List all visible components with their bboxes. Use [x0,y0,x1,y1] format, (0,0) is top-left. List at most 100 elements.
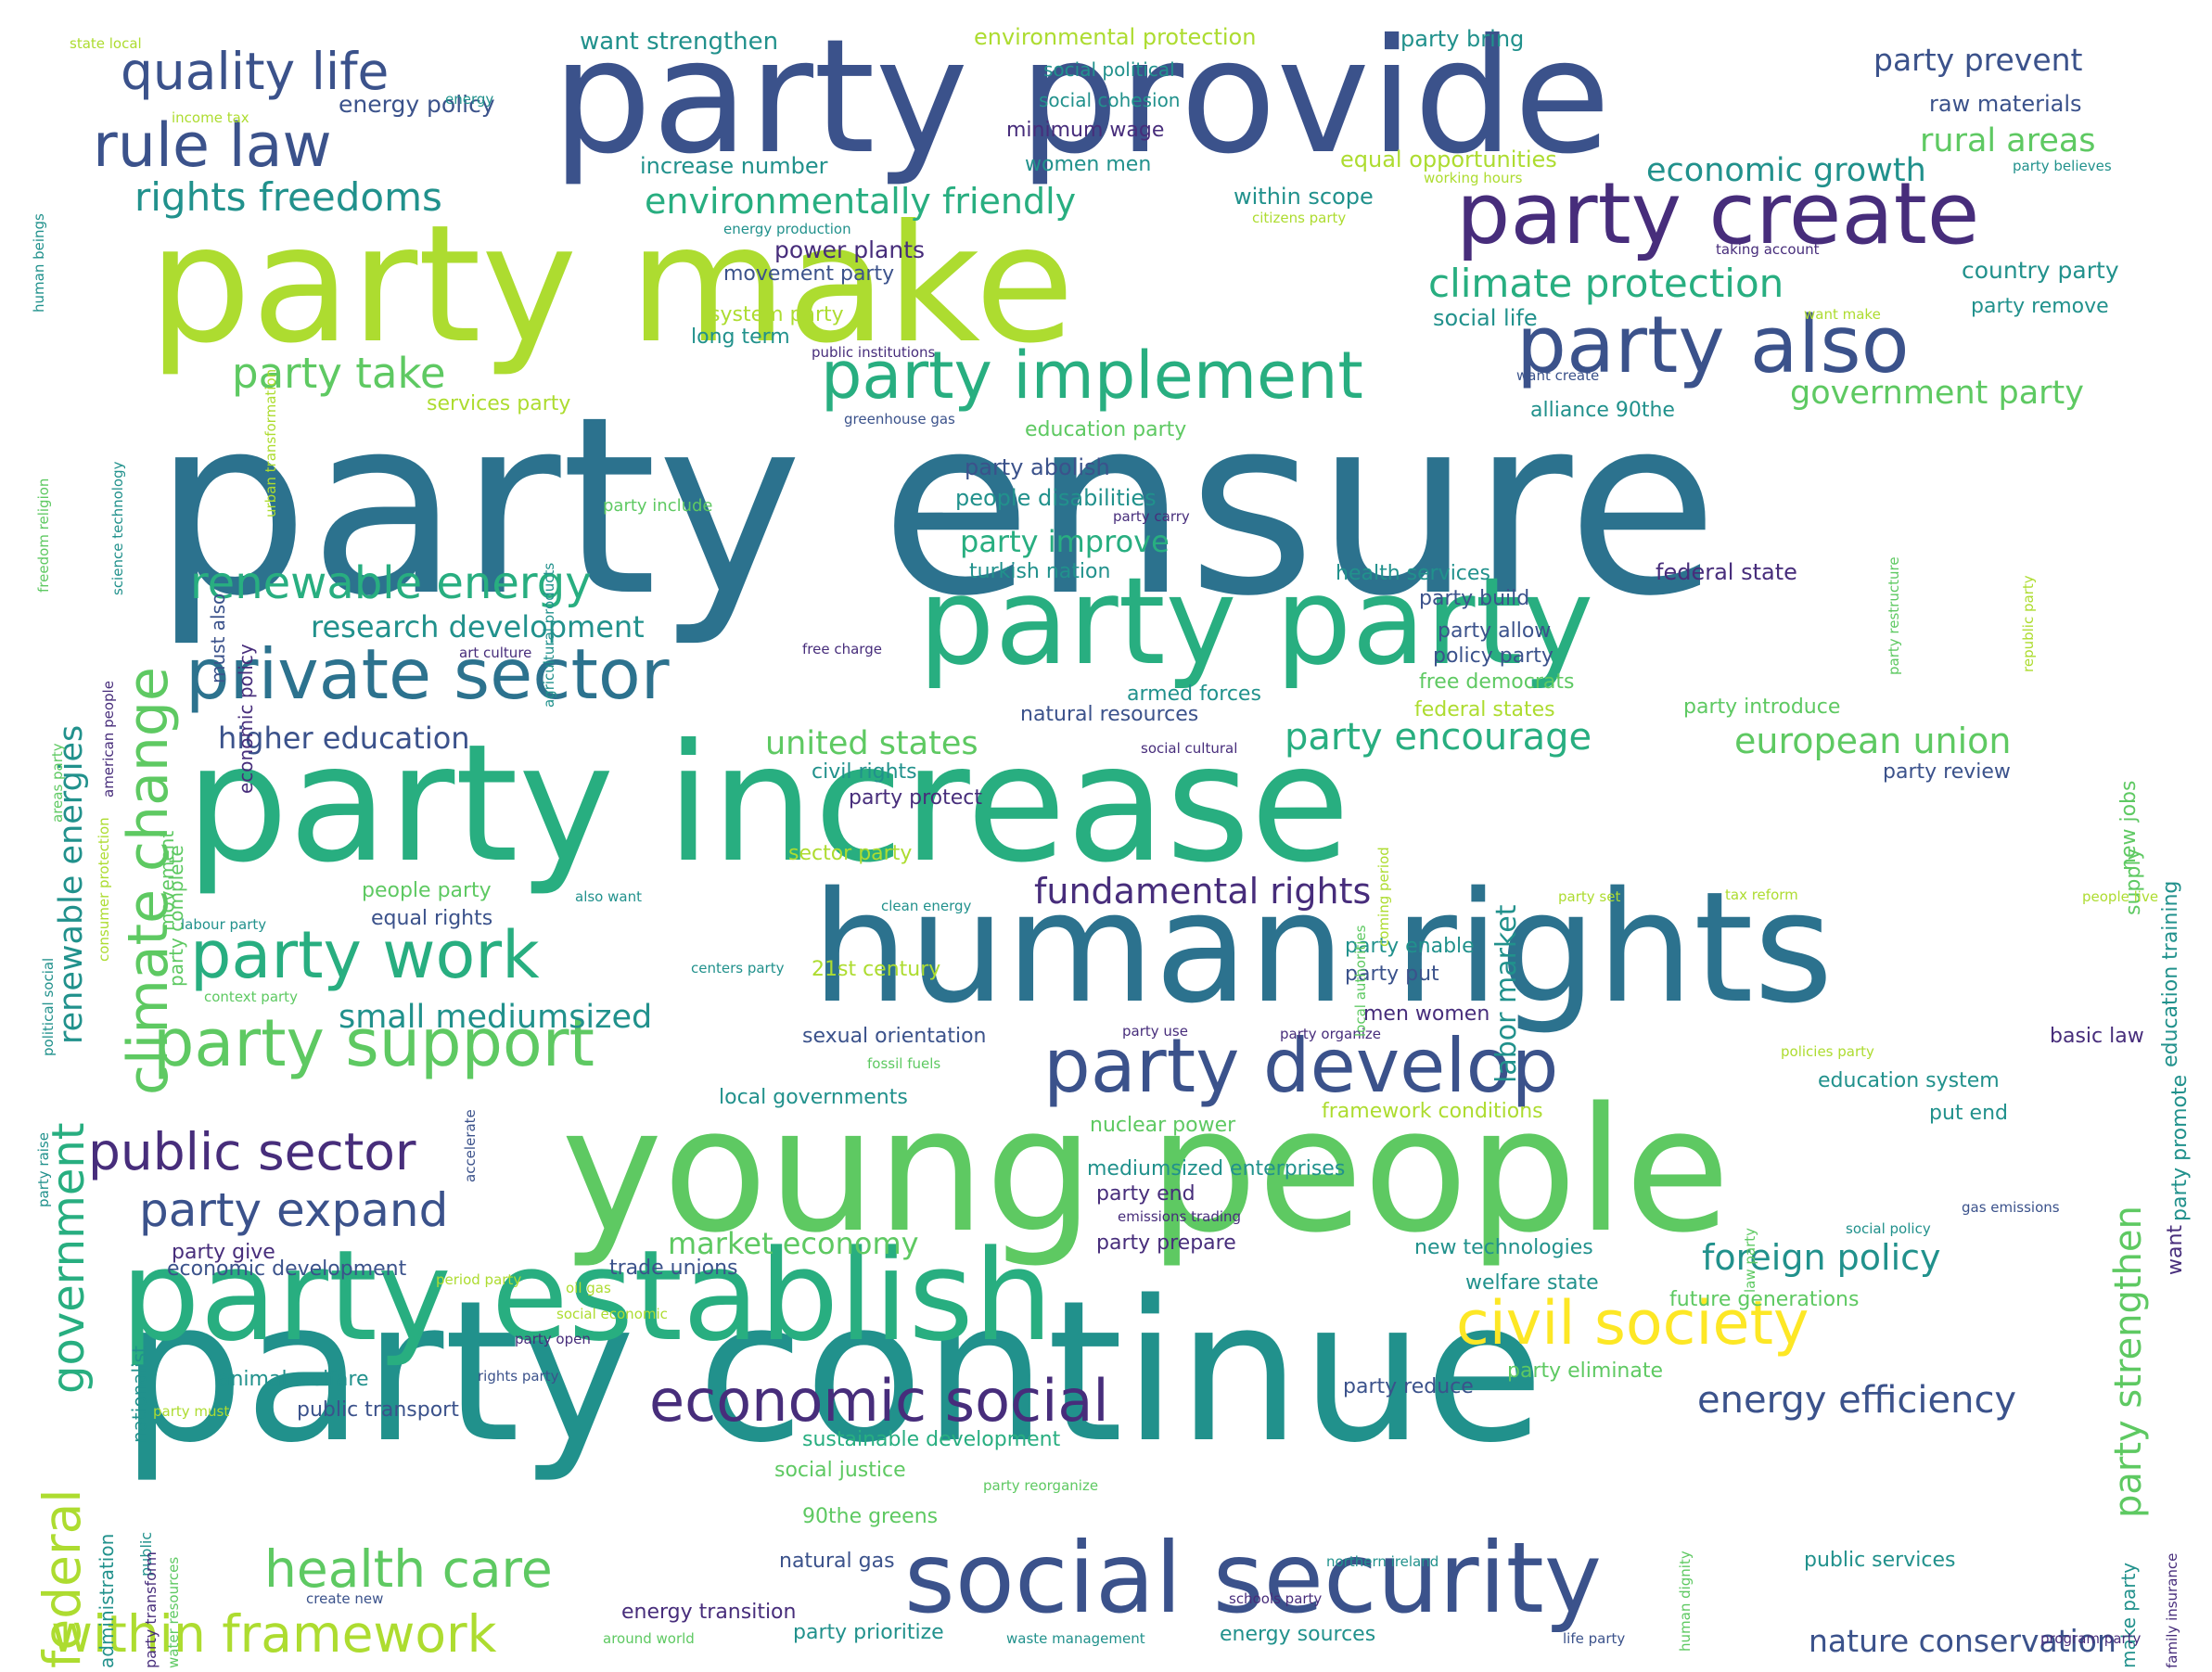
cloud-word-northern-ireland: northern ireland [1326,1553,1439,1570]
cloud-word-greenhouse-gas: greenhouse gas [844,411,955,428]
cloud-word-party-strengthen: party strengthen [2107,1205,2150,1518]
cloud-word-movement: movement [156,831,178,932]
cloud-word-urban-transformation: urban transformation [262,368,279,517]
cloud-word-education-system: education system [1818,1069,2000,1092]
cloud-word-party-open: party open [515,1331,591,1347]
cloud-word-energy-transition: energy transition [621,1601,797,1624]
cloud-word-foreign-policy: foreign policy [1702,1237,1941,1278]
cloud-word-want-create: want create [1516,367,1600,384]
cloud-word-nationalist: nationalist [128,1346,150,1444]
cloud-word-rule-law: rule law [93,111,332,181]
cloud-word-nature-conservation: nature conservation [1809,1623,2116,1659]
cloud-word-american-people: american people [100,680,117,798]
cloud-word-market-economy: market economy [668,1226,919,1261]
cloud-word-party-restructure: party restructure [1886,556,1902,676]
cloud-word-life-party: life party [1563,1630,1626,1647]
cloud-word-public-institutions: public institutions [812,344,936,361]
cloud-word-future-generations: future generations [1669,1288,1860,1311]
cloud-word-higher-education: higher education [218,721,470,756]
cloud-word-want: want [2164,1224,2187,1275]
cloud-word-human-dignity: human dignity [1677,1551,1694,1652]
cloud-word-quality-life: quality life [121,42,390,101]
cloud-word-federal-state: federal state [1656,559,1797,585]
cloud-word-party-enable: party enable [1345,935,1475,958]
cloud-word-civil-society: civil society [1456,1289,1809,1359]
cloud-word-young-people: young people [561,1070,1731,1270]
cloud-word-party-review: party review [1883,760,2011,784]
cloud-word-clean-energy: clean energy [881,898,972,914]
cloud-word-health-services: health services [1336,562,1490,585]
cloud-word-energy-efficiency: energy efficiency [1697,1379,2017,1422]
cloud-word-natural-resources: natural resources [1020,703,1199,726]
cloud-word-consumer-protection: consumer protection [96,817,112,962]
cloud-word-policy-party: policy party [1433,645,1554,668]
cloud-word-policies-party: policies party [1781,1043,1874,1060]
cloud-word-party-promote: party promote [2168,1075,2192,1222]
cloud-word-income-tax: income tax [172,109,249,126]
cloud-word-party-prevent: party prevent [1873,42,2083,78]
cloud-word-also-want: also want [575,888,642,905]
cloud-word-system-party: system party [710,303,844,326]
cloud-word-social-justice: social justice [774,1459,906,1482]
cloud-word-party-allow: party allow [1438,619,1552,643]
cloud-word-sexual-orientation: sexual orientation [802,1025,987,1048]
cloud-word-party-develop: party develop [1043,1023,1559,1109]
cloud-word-fundamental-rights: fundamental rights [1034,871,1372,912]
cloud-word-political-social: political social [40,957,57,1056]
cloud-word-education-training: education training [2159,880,2182,1067]
cloud-word-economic-social: economic social [649,1367,1109,1435]
cloud-word-free-democrats: free democrats [1419,670,1575,694]
cloud-word-local-authorities: local authorities [1352,925,1369,1038]
cloud-word-taking-account: taking account [1716,241,1820,258]
cloud-word-freedom-religion: freedom religion [35,478,52,593]
cloud-word-sector-party: sector party [788,842,913,865]
cloud-word-people-party: people party [362,879,492,902]
cloud-word-party-set: party set [1558,888,1621,905]
cloud-word-human-rights: human rights [812,859,1834,1037]
cloud-word-party-carry: party carry [1113,508,1190,525]
cloud-word-family-insurance: family insurance [2164,1552,2180,1668]
cloud-word-want-make: want make [1804,306,1881,323]
cloud-word-centers-party: centers party [691,960,785,976]
cloud-word-waste-management: waste management [1006,1630,1145,1647]
cloud-word-agricultural-products: agricultural products [541,563,557,708]
cloud-word-public-sector: public sector [88,1122,416,1181]
cloud-word-emissions-trading: emissions trading [1118,1208,1242,1225]
cloud-word-party-prioritize: party prioritize [793,1621,944,1644]
cloud-word-gas-emissions: gas emissions [1962,1199,2060,1216]
cloud-word-minimum-wage: minimum wage [1006,119,1165,142]
cloud-word-natural-gas: natural gas [779,1550,895,1573]
cloud-word-social-cultural: social cultural [1141,740,1238,757]
cloud-word-women-men: women men [1025,153,1152,176]
cloud-word-increase-number: increase number [640,153,828,179]
cloud-word-rights-party: rights party [478,1368,559,1385]
cloud-word-administration: administration [96,1533,118,1668]
cloud-word-party-must: party must [153,1403,230,1420]
cloud-word-framework-conditions: framework conditions [1322,1100,1543,1123]
cloud-word-party-put: party put [1345,963,1439,986]
cloud-word-mediumsized-enterprises: mediumsized enterprises [1087,1157,1346,1181]
cloud-word-public-transport: public transport [297,1398,459,1422]
cloud-word-basic-law: basic law [2050,1025,2144,1048]
cloud-word-party-believes: party believes [2013,158,2112,174]
cloud-word-party-create: party create [1456,164,1980,263]
cloud-word-party-support: party support [153,1005,595,1081]
cloud-word-alliance-90the: alliance 90the [1530,399,1675,422]
cloud-word-within-scope: within scope [1234,184,1374,210]
cloud-word-renewable-energy: renewable energy [190,557,592,609]
cloud-word-long-term: long term [691,325,790,349]
cloud-word-working-hours: working hours [1424,170,1523,186]
cloud-word-party-protect: party protect [849,786,982,810]
cloud-word-local-governments: local governments [719,1086,908,1109]
cloud-word-science-technology: science technology [109,461,126,596]
cloud-word-party-introduce: party introduce [1683,696,1841,719]
cloud-word-party-also: party also [1516,300,1910,391]
cloud-word-human-beings: human beings [31,212,47,313]
cloud-word-party-increase: party increase [185,710,1350,899]
cloud-word-armed-forces: armed forces [1127,683,1261,706]
cloud-word-rights-freedoms: rights freedoms [134,174,442,220]
cloud-word-party-remove: party remove [1971,295,2109,318]
cloud-word-economic-growth: economic growth [1646,152,1926,189]
cloud-word-labor-market: labor market [1490,904,1523,1084]
